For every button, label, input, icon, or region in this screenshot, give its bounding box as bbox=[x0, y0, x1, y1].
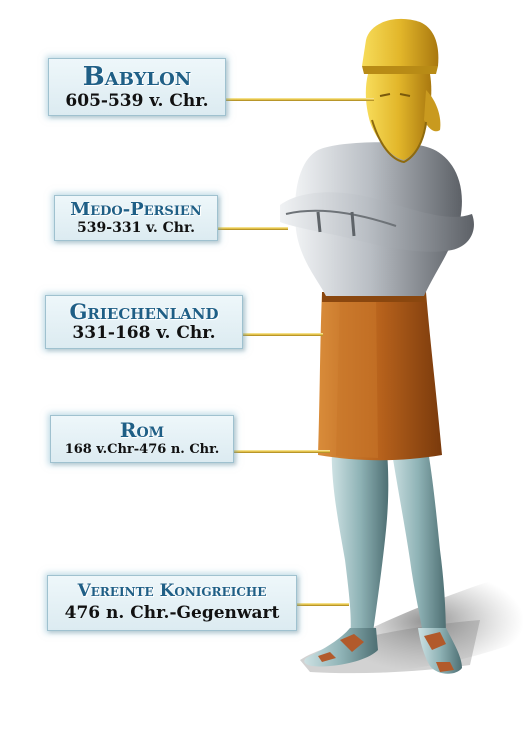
connector-medo-persien bbox=[218, 227, 288, 230]
kingdom-name: Griechenland bbox=[69, 299, 219, 324]
kingdom-years: 605-539 v. Chr. bbox=[65, 91, 209, 111]
kingdom-years: 539-331 v. Chr. bbox=[77, 220, 195, 236]
golden-head bbox=[362, 18, 441, 164]
connector-vereinte-konigreiche bbox=[297, 603, 349, 606]
kingdom-years: 168 v.Chr-476 n. Chr. bbox=[64, 442, 220, 457]
kingdom-name: Vereinte Konigreiche bbox=[77, 581, 267, 601]
label-vereinte-konigreiche: Vereinte Konigreiche 476 n. Chr.-Gegenwa… bbox=[47, 575, 297, 631]
bronze-kilt bbox=[318, 292, 442, 461]
kingdom-years: 331-168 v. Chr. bbox=[72, 323, 216, 343]
kingdom-years: 476 n. Chr.-Gegenwart bbox=[64, 603, 280, 623]
label-rom: Rom 168 v.Chr-476 n. Chr. bbox=[50, 415, 234, 463]
connector-rom bbox=[234, 450, 330, 453]
label-griechenland: Griechenland 331-168 v. Chr. bbox=[45, 295, 243, 349]
label-babylon: Babylon 605-539 v. Chr. bbox=[48, 58, 226, 116]
iron-legs bbox=[331, 440, 446, 640]
kingdom-name: Rom bbox=[119, 418, 165, 442]
iron-clay-feet bbox=[304, 628, 462, 674]
connector-griechenland bbox=[243, 333, 323, 336]
label-medo-persien: Medo-Persien 539-331 v. Chr. bbox=[54, 195, 218, 241]
silver-chest-arms bbox=[280, 142, 474, 296]
connector-babylon bbox=[226, 98, 374, 101]
kingdom-name: Babylon bbox=[82, 62, 192, 92]
kingdom-name: Medo-Persien bbox=[70, 199, 202, 220]
